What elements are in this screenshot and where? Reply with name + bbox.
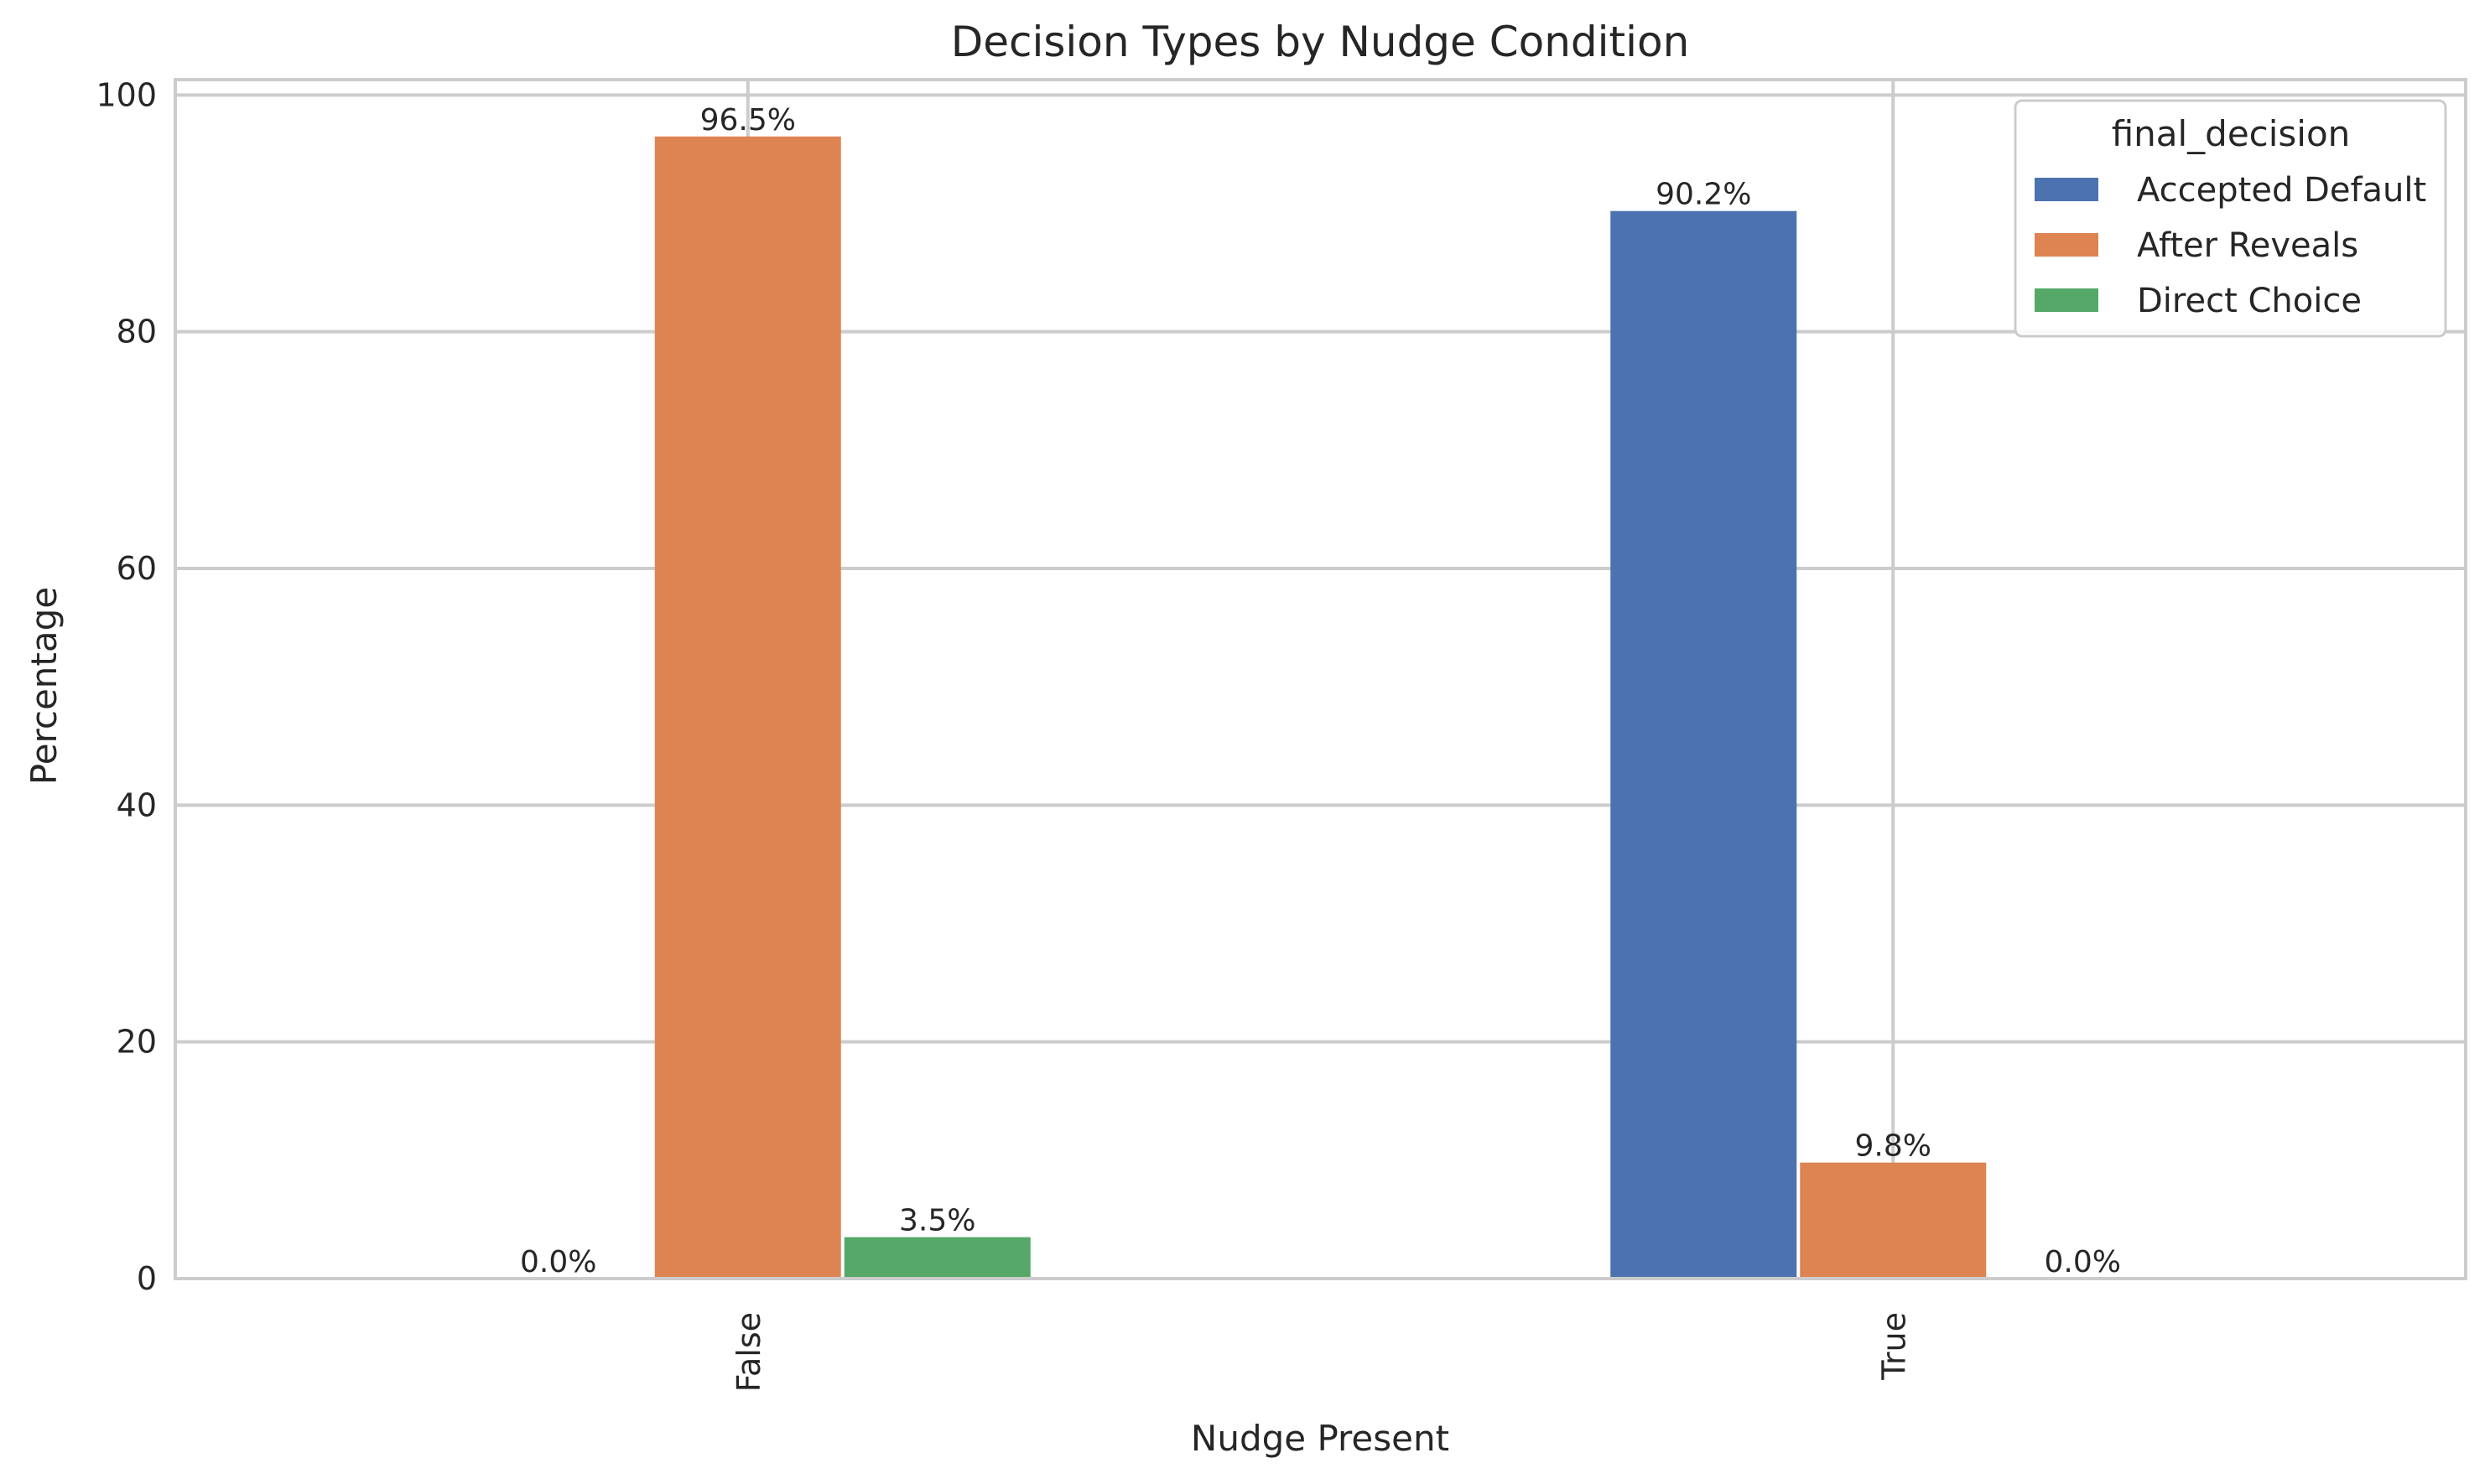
bar-labels: 0.0% 96.5% 3.5% 90.2% 9.8% 0.0%: [520, 103, 2121, 1279]
legend-swatch: [2035, 288, 2098, 312]
y-tick-label: 80: [117, 314, 157, 350]
bar-value-label: 0.0%: [520, 1245, 596, 1279]
y-tick-label: 40: [117, 786, 157, 823]
x-axis-title: Nudge Present: [1191, 1418, 1449, 1459]
plot-frame: [174, 78, 2467, 1280]
legend-box: [2014, 99, 2447, 338]
x-axis-ticks: False True: [730, 1312, 1913, 1392]
bar-value-label: 90.2%: [1656, 178, 1751, 212]
legend: final_decision Accepted Default After Rev…: [2014, 99, 2447, 338]
legend-label: Direct Choice: [2137, 282, 2362, 320]
bar-value-label: 3.5%: [899, 1204, 975, 1238]
legend-swatch: [2035, 178, 2098, 201]
y-axis-ticks: 0 20 40 60 80 100: [96, 76, 157, 1297]
bar: [1610, 210, 1797, 1279]
x-tick-label: True: [1875, 1312, 1912, 1381]
bar: [1800, 1162, 1987, 1279]
legend-title: final_decision: [2112, 113, 2351, 154]
x-tick-label: False: [730, 1312, 767, 1392]
legend-label: Accepted Default: [2137, 171, 2426, 210]
bar-value-label: 96.5%: [700, 103, 796, 138]
bar: [844, 1237, 1031, 1279]
y-tick-label: 0: [137, 1260, 157, 1297]
legend-swatch: [2035, 233, 2098, 257]
y-axis-title: Percentage: [23, 587, 65, 785]
y-tick-label: 100: [96, 76, 157, 113]
y-tick-label: 60: [117, 550, 157, 587]
bar-value-label: 9.8%: [1855, 1129, 1931, 1164]
chart-title: Decision Types by Nudge Condition: [951, 18, 1690, 66]
legend-items: Accepted Default After Reveals Direct Choi…: [2035, 171, 2426, 320]
bar-value-label: 0.0%: [2045, 1245, 2121, 1279]
y-tick-label: 20: [117, 1024, 157, 1061]
bar: [654, 136, 841, 1279]
bars: [654, 136, 1987, 1279]
legend-label: After Reveals: [2137, 226, 2358, 265]
